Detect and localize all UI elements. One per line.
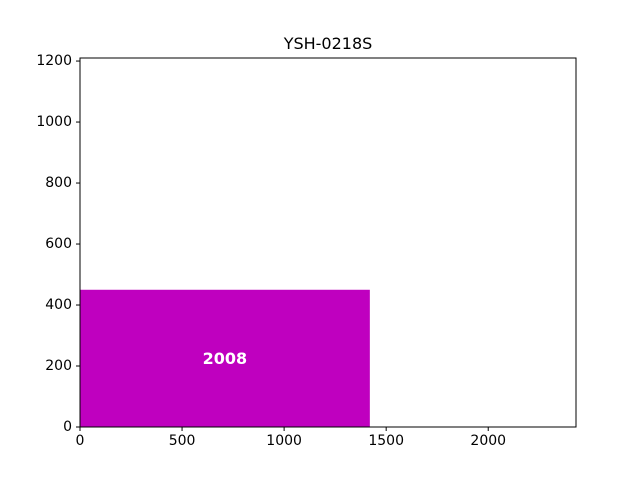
y-tick-label-5: 1000 xyxy=(36,114,72,130)
x-tick-label-0: 0 xyxy=(76,433,85,449)
chart-title: YSH-0218S xyxy=(283,34,373,53)
tile-rect-0 xyxy=(80,289,370,427)
y-tick-label-1: 200 xyxy=(45,358,72,374)
plot-rects: 2008 xyxy=(80,289,370,427)
plot-frame xyxy=(79,57,577,428)
y-tick-label-0: 0 xyxy=(63,419,72,435)
x-tick-label-1: 500 xyxy=(169,433,196,449)
x-tick-label-3: 1500 xyxy=(368,433,404,449)
x-axis: 0 500 1000 1500 2000 xyxy=(76,427,506,449)
y-tick-label-3: 600 xyxy=(45,236,72,252)
x-tick-label-4: 2000 xyxy=(470,433,506,449)
y-axis: 0 200 400 600 800 1000 1200 xyxy=(36,53,80,435)
y-tick-label-2: 400 xyxy=(45,297,72,313)
x-tick-label-2: 1000 xyxy=(266,433,302,449)
tile-label-0: 2008 xyxy=(203,349,248,368)
y-tick-label-6: 1200 xyxy=(36,53,72,69)
y-tick-label-4: 800 xyxy=(45,175,72,191)
